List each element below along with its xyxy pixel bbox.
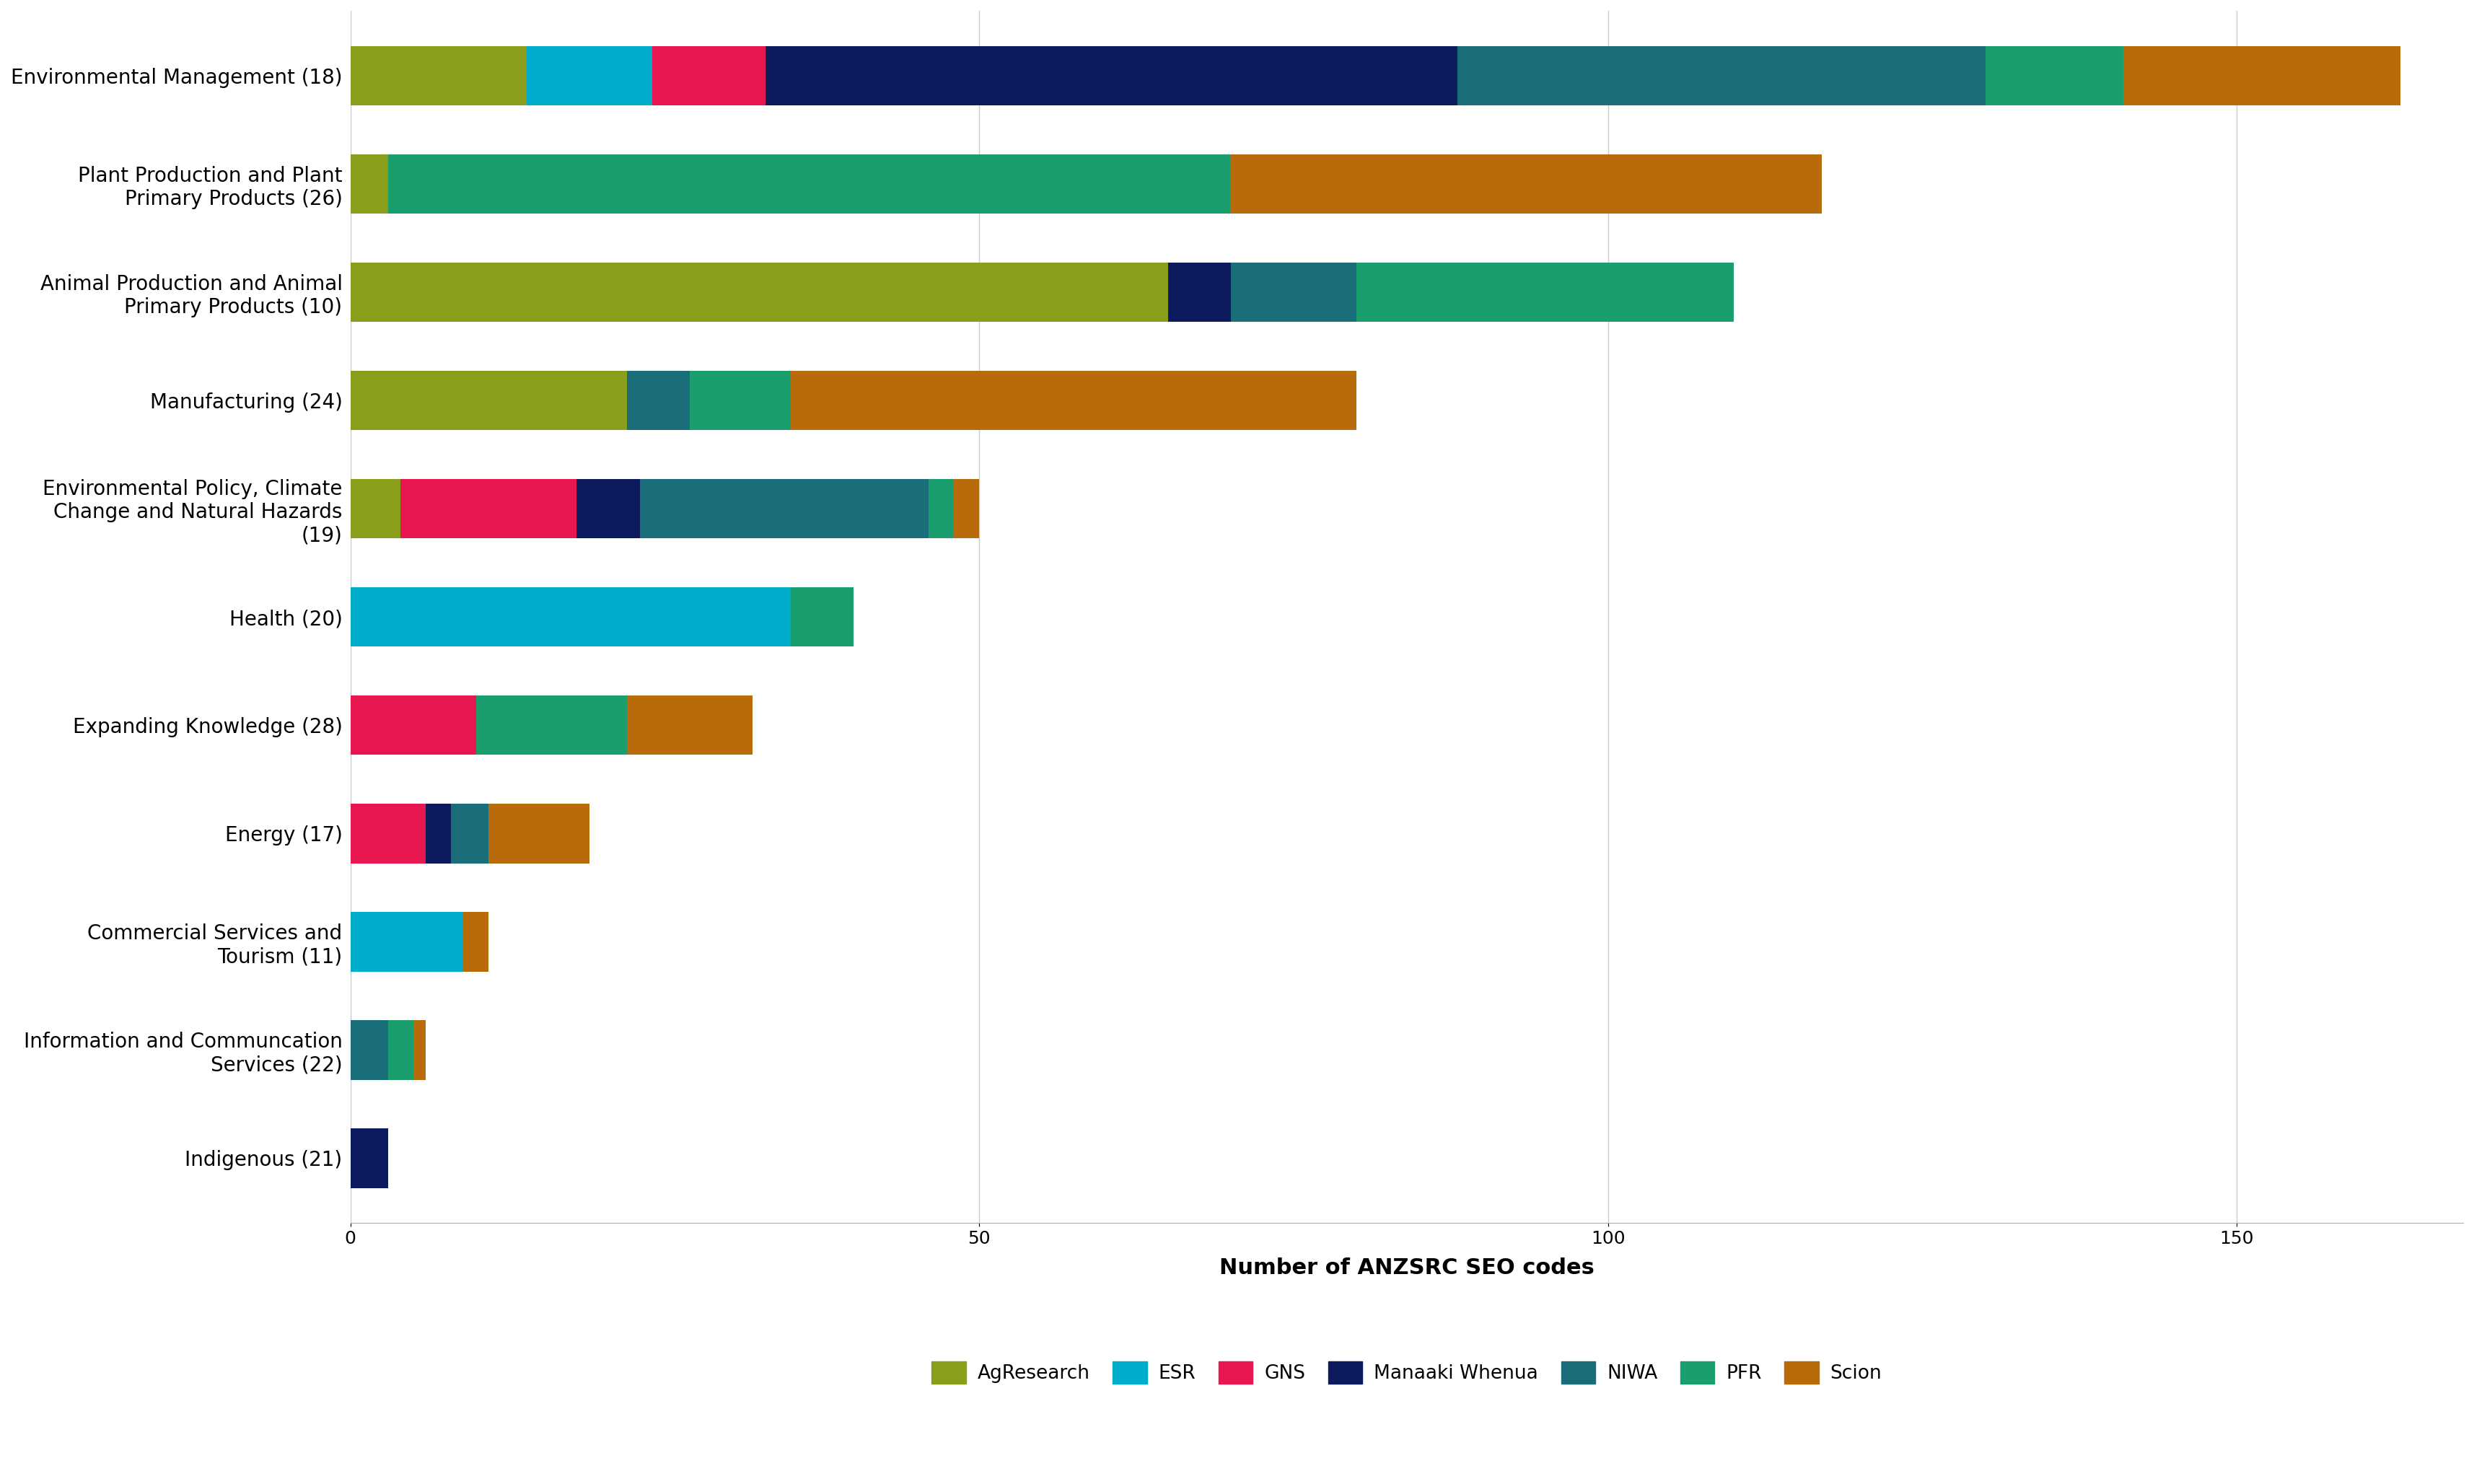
Bar bbox=[1230, 263, 1356, 322]
Bar bbox=[463, 913, 490, 972]
Bar bbox=[490, 804, 589, 864]
Bar bbox=[388, 1020, 413, 1080]
Bar bbox=[764, 46, 1457, 105]
Bar bbox=[413, 1020, 426, 1080]
Bar bbox=[792, 371, 1356, 430]
Bar bbox=[351, 1020, 388, 1080]
Bar bbox=[450, 804, 490, 864]
Bar bbox=[928, 479, 955, 539]
Bar bbox=[641, 479, 928, 539]
Bar bbox=[351, 804, 426, 864]
Bar bbox=[351, 46, 527, 105]
X-axis label: Number of ANZSRC SEO codes: Number of ANZSRC SEO codes bbox=[1220, 1257, 1593, 1278]
Bar bbox=[1168, 263, 1230, 322]
Bar bbox=[2123, 46, 2400, 105]
Bar bbox=[351, 913, 463, 972]
Bar bbox=[955, 479, 980, 539]
Bar bbox=[351, 263, 1168, 322]
Bar bbox=[1457, 46, 1984, 105]
Bar bbox=[426, 804, 450, 864]
Bar bbox=[792, 588, 854, 647]
Bar bbox=[653, 46, 764, 105]
Bar bbox=[1984, 46, 2123, 105]
Bar bbox=[576, 479, 641, 539]
Bar bbox=[527, 46, 653, 105]
Bar bbox=[1356, 263, 1734, 322]
Bar bbox=[351, 1128, 388, 1189]
Bar bbox=[351, 154, 388, 214]
Bar bbox=[351, 371, 626, 430]
Bar bbox=[690, 371, 792, 430]
Bar bbox=[351, 588, 792, 647]
Bar bbox=[1230, 154, 1821, 214]
Bar bbox=[351, 696, 475, 755]
Bar bbox=[626, 696, 752, 755]
Bar bbox=[401, 479, 576, 539]
Bar bbox=[475, 696, 626, 755]
Legend: AgResearch, ESR, GNS, Manaaki Whenua, NIWA, PFR, Scion: AgResearch, ESR, GNS, Manaaki Whenua, NI… bbox=[923, 1353, 1890, 1391]
Bar bbox=[626, 371, 690, 430]
Bar bbox=[388, 154, 1230, 214]
Bar bbox=[351, 479, 401, 539]
